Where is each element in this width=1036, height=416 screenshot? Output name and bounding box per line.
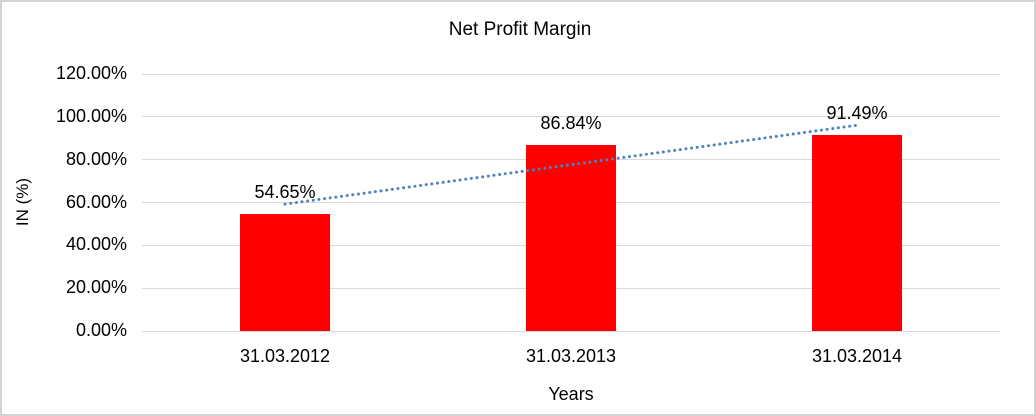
gridline <box>142 330 1000 332</box>
y-tick-label: 100.00% <box>55 105 127 126</box>
y-tick-label: 60.00% <box>65 191 127 212</box>
bar-data-label: 54.65% <box>254 181 316 202</box>
bar-data-label: 91.49% <box>826 103 888 124</box>
x-axis-title: Years <box>548 384 594 404</box>
y-tick-label: 80.00% <box>65 148 127 169</box>
y-tick-label: 40.00% <box>65 234 127 255</box>
y-tick-label: 20.00% <box>65 277 127 298</box>
y-tick-label: 120.00% <box>55 63 127 83</box>
y-tick-label: 0.00% <box>75 320 127 340</box>
chart-title: Net Profit Margin <box>448 19 592 40</box>
x-category-label: 31.03.2014 <box>811 346 903 366</box>
bar-data-label: 86.84% <box>540 113 602 134</box>
bar <box>526 145 616 331</box>
x-category-label: 31.03.2013 <box>525 346 617 366</box>
gridline <box>142 116 1000 118</box>
gridline <box>142 73 1000 75</box>
x-category-label: 31.03.2012 <box>239 346 331 366</box>
bar <box>240 213 330 331</box>
bar <box>812 135 902 331</box>
